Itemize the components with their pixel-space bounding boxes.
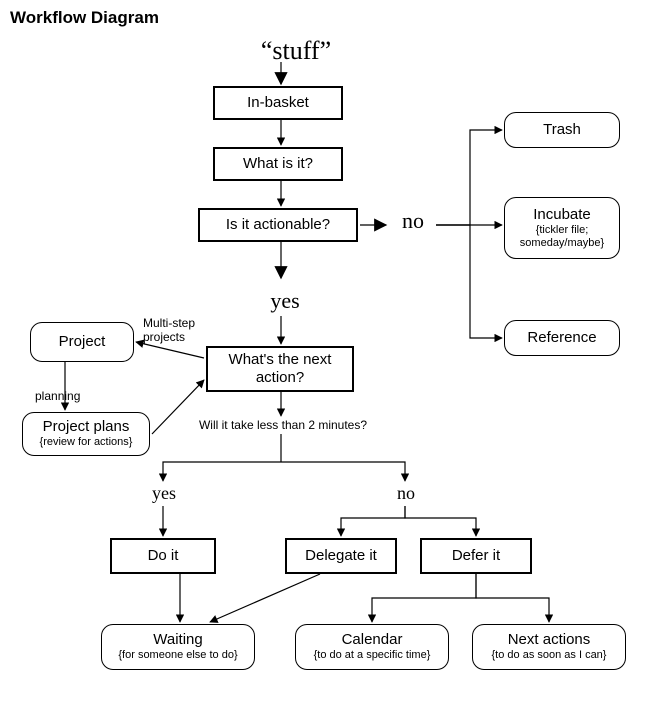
twomin-label: Will it take less than 2 minutes? bbox=[188, 418, 378, 432]
projectplans-text: Project plans bbox=[43, 418, 130, 436]
edge-defer-nextactions bbox=[476, 574, 549, 622]
reference-text: Reference bbox=[527, 329, 596, 347]
waiting-node: Waiting {for someone else to do} bbox=[101, 624, 255, 670]
project-text: Project bbox=[59, 333, 106, 351]
actionable-node: Is it actionable? bbox=[198, 208, 358, 242]
inbasket-node: In-basket bbox=[213, 86, 343, 120]
nextactions-text: Next actions bbox=[508, 631, 591, 649]
nextaction-text: What's the next action? bbox=[208, 351, 352, 387]
no-label-1: no bbox=[393, 208, 433, 234]
nextactions-node: Next actions {to do as soon as I can} bbox=[472, 624, 626, 670]
calendar-sub: {to do at a specific time} bbox=[314, 649, 431, 662]
incubate-sub: {tickler file; someday/maybe} bbox=[505, 224, 619, 250]
yes-label-1: yes bbox=[260, 288, 310, 314]
inbasket-text: In-basket bbox=[247, 94, 309, 112]
whatisit-text: What is it? bbox=[243, 155, 313, 173]
waiting-sub: {for someone else to do} bbox=[118, 649, 237, 662]
nextactions-sub: {to do as soon as I can} bbox=[492, 649, 607, 662]
whatisit-node: What is it? bbox=[213, 147, 343, 181]
actionable-text: Is it actionable? bbox=[226, 216, 330, 234]
defer-node: Defer it bbox=[420, 538, 532, 574]
incubate-text: Incubate bbox=[533, 206, 591, 224]
incubate-node: Incubate {tickler file; someday/maybe} bbox=[504, 197, 620, 259]
projectplans-node: Project plans {review for actions} bbox=[22, 412, 150, 456]
edge-delegate-waiting bbox=[210, 574, 320, 622]
edge-no1-reference bbox=[436, 225, 502, 338]
yes-label-2: yes bbox=[143, 483, 185, 505]
diagram-title: Workflow Diagram bbox=[10, 8, 159, 28]
no-label-2: no bbox=[388, 483, 424, 505]
edge-branch-yes2 bbox=[163, 462, 281, 481]
doit-text: Do it bbox=[148, 547, 179, 565]
edge-branch-no2 bbox=[281, 462, 405, 481]
calendar-text: Calendar bbox=[342, 631, 403, 649]
calendar-node: Calendar {to do at a specific time} bbox=[295, 624, 449, 670]
trash-text: Trash bbox=[543, 121, 581, 139]
edge-no2-delegate bbox=[341, 506, 405, 536]
delegate-node: Delegate it bbox=[285, 538, 397, 574]
delegate-text: Delegate it bbox=[305, 547, 377, 565]
defer-text: Defer it bbox=[452, 547, 500, 565]
projectplans-sub: {review for actions} bbox=[40, 436, 133, 449]
multistep-label: Multi-step projects bbox=[143, 316, 213, 345]
project-node: Project bbox=[30, 322, 134, 362]
edge-no1-trash bbox=[436, 130, 502, 225]
nextaction-node: What's the next action? bbox=[206, 346, 354, 392]
trash-node: Trash bbox=[504, 112, 620, 148]
reference-node: Reference bbox=[504, 320, 620, 356]
doit-node: Do it bbox=[110, 538, 216, 574]
waiting-text: Waiting bbox=[153, 631, 202, 649]
edge-no2-defer bbox=[405, 506, 476, 536]
stuff-label: “stuff” bbox=[246, 35, 346, 66]
edge-defer-calendar bbox=[372, 574, 476, 622]
planning-label: planning bbox=[35, 389, 95, 403]
